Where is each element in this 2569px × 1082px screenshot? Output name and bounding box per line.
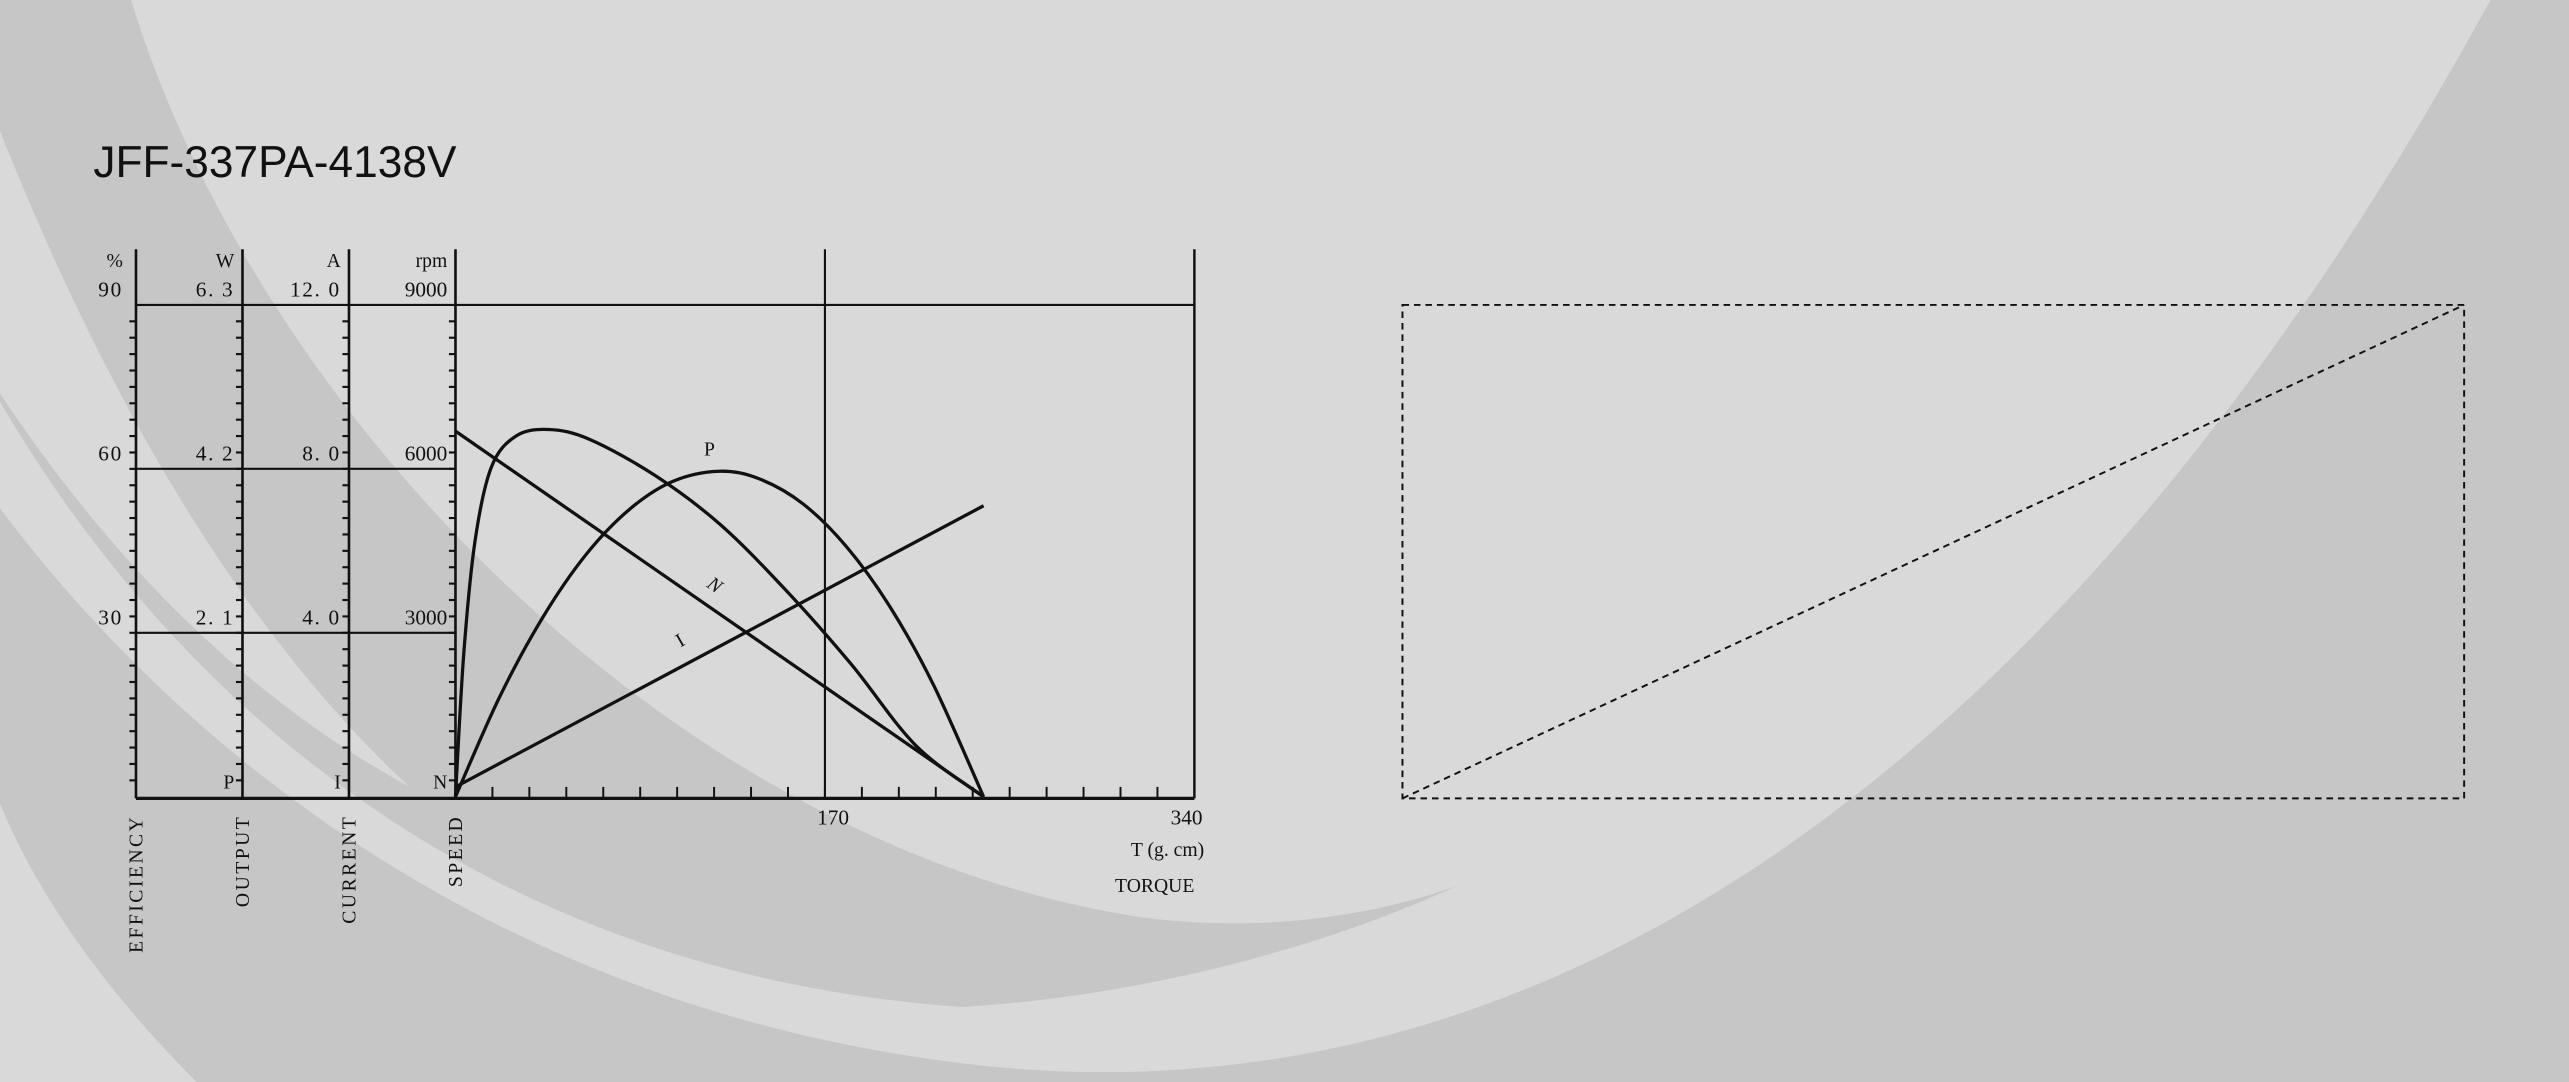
- y-unit-output: W: [216, 250, 235, 272]
- series-speed-curve: [454, 429, 985, 799]
- x-tick-label: 170: [817, 806, 849, 830]
- curve-label-output: P: [704, 439, 715, 461]
- y-axis-label-speed: SPEED: [445, 815, 467, 887]
- y-tick-label-speed: 6000: [405, 442, 448, 466]
- y-tick-label-output: 6. 3: [196, 278, 235, 302]
- y-tick-label-output: 2. 1: [196, 606, 235, 630]
- y-tick-label-speed: 9000: [405, 278, 448, 302]
- y-curve-letter-output: P: [223, 772, 234, 794]
- y-tick-label-efficiency: 30: [98, 606, 123, 630]
- placeholder-rect: [1401, 303, 2466, 800]
- performance-chart: % 90 60 30 EFFICIENCY W 6. 3 4. 2 2. 1 P OUTPUT A 12…: [98, 249, 1204, 953]
- y-tick-label-efficiency: 60: [98, 442, 123, 466]
- series-current-curve: [454, 504, 985, 789]
- y-curve-letter-speed: N: [433, 772, 447, 794]
- placeholder-diagonal: [1402, 304, 2465, 800]
- x-tick-label: 340: [1171, 806, 1203, 830]
- y-tick-label-current: 12. 0: [290, 278, 341, 302]
- y-tick-label-output: 4. 2: [196, 442, 235, 466]
- y-axis-label-output: OUTPUT: [232, 815, 254, 907]
- series-output-curve: [453, 469, 986, 798]
- swoosh-left: [0, 0, 1459, 1011]
- y-tick-label-current: 4. 0: [302, 606, 341, 630]
- y-unit-current: A: [327, 250, 342, 272]
- y-curve-letter-current: I: [334, 772, 341, 794]
- y-axis-label-efficiency: EFFICIENCY: [126, 815, 148, 953]
- placeholder-box: [1401, 303, 2466, 800]
- model-title: JFF-337PA-4138V: [93, 138, 457, 187]
- y-unit-efficiency: %: [107, 250, 123, 272]
- series-efficiency-curve: [453, 427, 985, 799]
- y-unit-speed: rpm: [416, 250, 448, 272]
- y-tick-label-speed: 3000: [405, 606, 448, 630]
- x-axis-unit: T (g. cm): [1131, 839, 1204, 861]
- x-axis-label: TORQUE: [1115, 875, 1194, 897]
- y-tick-label-efficiency: 90: [98, 278, 123, 302]
- y-axis-label-current: CURRENT: [339, 815, 361, 924]
- y-tick-label-current: 8. 0: [302, 442, 341, 466]
